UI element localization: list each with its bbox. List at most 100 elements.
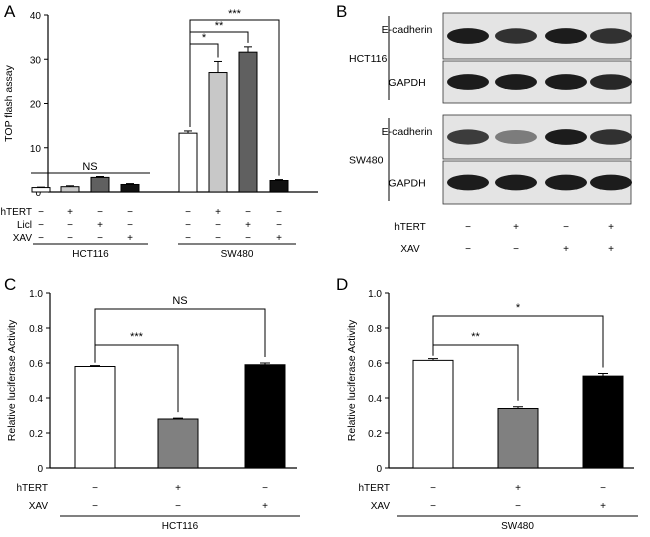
condition-sign: −	[67, 220, 73, 231]
blot-band	[447, 174, 489, 191]
condition-label: hTERT	[359, 483, 391, 494]
y-tick-label: 0.6	[29, 359, 43, 370]
condition-sign: +	[97, 220, 103, 231]
y-tick-label: 0.8	[368, 324, 382, 335]
y-tick-label: 0.4	[29, 394, 43, 405]
condition-sign: +	[262, 501, 268, 512]
group-label: SW480	[221, 249, 254, 260]
condition-sign: −	[465, 222, 471, 233]
bar	[497, 408, 539, 469]
condition-sign: −	[185, 220, 191, 231]
significance-bracket	[94, 308, 266, 363]
blot-band	[495, 74, 537, 90]
y-tick-label: 30	[30, 55, 42, 66]
blot-band	[590, 28, 632, 44]
blot-band	[447, 74, 489, 90]
condition-sign: −	[245, 207, 251, 218]
bar	[31, 187, 51, 193]
y-tick-label: 0.6	[368, 359, 382, 370]
condition-sign: +	[608, 244, 614, 255]
chart-d: 0 0.2 0.4 0.6 0.8 1.0 Relative luciferase Acti…	[346, 289, 638, 532]
condition-label: XAV	[371, 501, 391, 512]
condition-sign: −	[276, 207, 282, 218]
blot-band	[545, 174, 587, 191]
significance-label: *	[202, 32, 207, 44]
significance-label: ***	[228, 8, 242, 20]
condition-label: hTERT	[17, 483, 49, 494]
bar	[74, 366, 116, 469]
bar	[238, 51, 258, 193]
significance-label: ***	[130, 331, 144, 343]
condition-sign: +	[67, 207, 73, 218]
blot-band	[495, 174, 537, 191]
bar	[269, 179, 289, 193]
significance-label: **	[471, 331, 480, 343]
y-axis-title: Relative luciferase Activity	[346, 319, 358, 441]
condition-sign: −	[97, 233, 103, 244]
bar	[120, 183, 140, 193]
bar	[412, 359, 454, 469]
blot-band	[590, 129, 632, 145]
y-tick-label: 0.4	[368, 394, 382, 405]
condition-sign: −	[215, 233, 221, 244]
condition-sign: −	[97, 207, 103, 218]
significance-label: **	[215, 20, 224, 32]
condition-label: hTERT	[394, 222, 426, 233]
blot-band	[590, 74, 632, 90]
blot-band	[447, 129, 489, 145]
blot-band	[545, 74, 587, 90]
bar	[157, 418, 199, 469]
y-tick-label: 0.8	[29, 324, 43, 335]
condition-sign: −	[430, 501, 436, 512]
condition-sign: −	[38, 207, 44, 218]
y-tick-label: 40	[30, 11, 42, 22]
condition-sign: +	[175, 483, 181, 494]
y-tick-label: 0.2	[368, 429, 382, 440]
condition-sign: −	[67, 233, 73, 244]
y-tick-label: 10	[30, 144, 42, 155]
chart-c: 0 0.2 0.4 0.6 0.8 1.0 Relative luciferase Acti…	[6, 289, 300, 532]
group-label: HCT116	[72, 249, 109, 260]
condition-sign: +	[608, 222, 614, 233]
blot-band	[495, 28, 537, 44]
condition-label: XAV	[400, 244, 420, 255]
y-tick-label: 1.0	[29, 289, 43, 300]
condition-sign: −	[127, 220, 133, 231]
group-label: HCT116	[162, 521, 199, 532]
y-tick-label: 0.2	[29, 429, 43, 440]
bar	[208, 72, 228, 193]
significance-bracket	[432, 315, 604, 368]
significance-label: NS	[82, 161, 97, 173]
condition-sign: −	[38, 233, 44, 244]
condition-label: hTERT	[1, 207, 33, 218]
condition-sign: +	[215, 207, 221, 218]
condition-sign: −	[563, 222, 569, 233]
condition-sign: −	[38, 220, 44, 231]
group-label: SW480	[501, 521, 534, 532]
blot-protein-label: E-cadherin	[382, 126, 433, 138]
significance-bracket	[189, 19, 280, 176]
y-tick-label: 0	[37, 464, 43, 475]
blot-band	[495, 130, 537, 144]
condition-sign: −	[276, 220, 282, 231]
blot-band	[590, 174, 632, 191]
significance-label: NS	[172, 295, 187, 307]
y-tick-label: 0	[376, 464, 382, 475]
panel-letter-a: A	[4, 2, 16, 21]
condition-sign: +	[513, 222, 519, 233]
condition-sign: +	[515, 483, 521, 494]
condition-sign: −	[600, 483, 606, 494]
blot-cell-line-label: HCT116	[349, 53, 387, 65]
blot-protein-label: GAPDH	[388, 178, 425, 190]
y-axis-title: Relative luciferase Activity	[6, 319, 18, 441]
condition-sign: −	[215, 220, 221, 231]
y-tick-label: 0	[35, 188, 41, 199]
significance-label: *	[516, 302, 521, 314]
condition-sign: −	[245, 233, 251, 244]
condition-sign: −	[185, 233, 191, 244]
condition-sign: −	[92, 501, 98, 512]
blot-band	[447, 28, 489, 44]
condition-sign: +	[245, 220, 251, 231]
condition-sign: −	[175, 501, 181, 512]
